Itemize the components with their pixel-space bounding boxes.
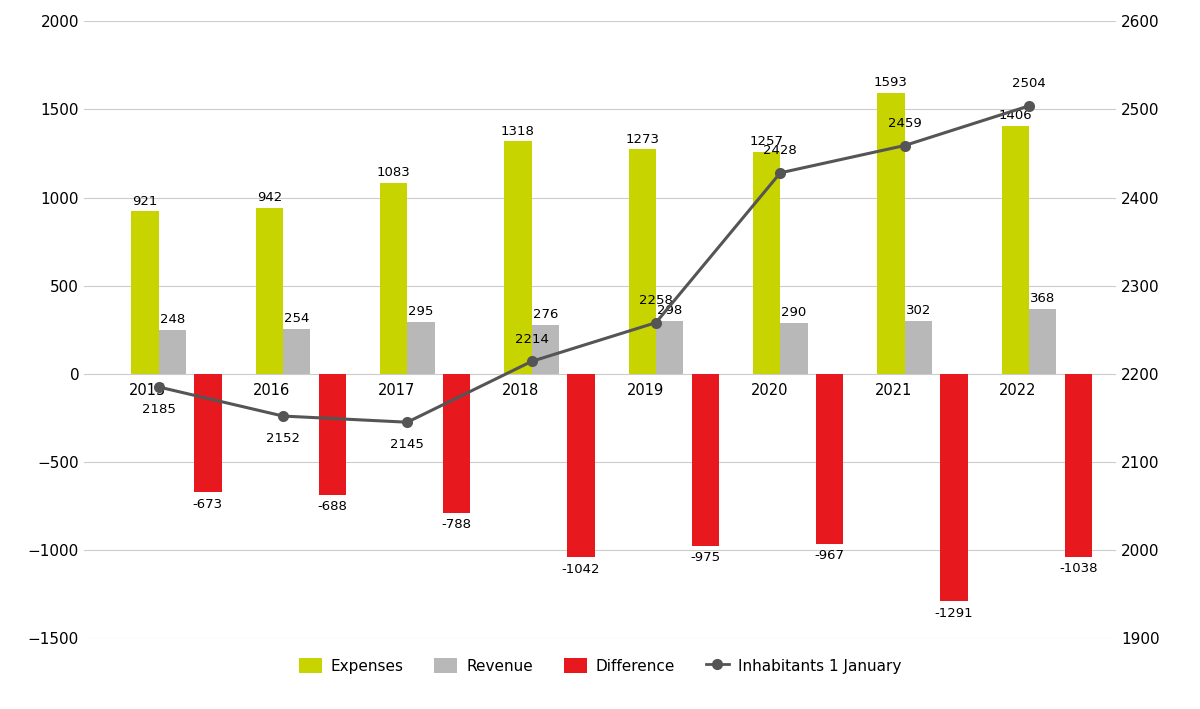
Text: 2152: 2152 [266,432,300,445]
Bar [318,374,346,495]
Bar [780,323,808,374]
Text: 1406: 1406 [998,109,1032,122]
Bar [1028,309,1056,374]
Bar [691,374,719,546]
Text: 276: 276 [533,308,558,321]
Text: 2019: 2019 [626,384,664,398]
Bar [656,321,683,374]
Text: -1038: -1038 [1058,562,1098,575]
Text: 2018: 2018 [502,384,539,398]
Text: 921: 921 [132,194,157,208]
Text: -788: -788 [442,518,472,531]
Bar [568,374,594,557]
Text: 1273: 1273 [625,133,659,145]
Bar [1064,374,1092,557]
Bar [752,152,780,374]
Text: 298: 298 [658,304,683,318]
Text: 2428: 2428 [763,144,797,157]
Text: -1291: -1291 [935,607,973,620]
Text: 2020: 2020 [750,384,788,398]
Bar [905,320,932,374]
Text: 1257: 1257 [750,135,784,148]
Bar [532,325,559,374]
Bar [131,211,158,374]
Bar [629,150,656,374]
Text: 2145: 2145 [390,438,425,451]
Text: 2214: 2214 [515,333,548,345]
Text: 2258: 2258 [640,294,673,307]
Text: 290: 290 [781,306,806,319]
Bar [1002,126,1028,374]
Bar [283,329,311,374]
Text: 1083: 1083 [377,166,410,179]
Bar [407,322,434,374]
Legend: Expenses, Revenue, Difference, Inhabitants 1 January: Expenses, Revenue, Difference, Inhabitan… [293,652,907,680]
Text: 248: 248 [160,313,185,326]
Text: -975: -975 [690,551,720,564]
Text: -967: -967 [815,549,845,562]
Bar [816,374,844,545]
Text: -673: -673 [193,498,223,510]
Text: 302: 302 [906,303,931,317]
Text: 2459: 2459 [888,117,922,130]
Text: 942: 942 [257,191,282,204]
Text: 368: 368 [1030,292,1055,305]
Text: 2015: 2015 [130,384,167,398]
Text: 295: 295 [408,305,433,318]
Text: -688: -688 [317,501,347,513]
Text: 1318: 1318 [500,125,535,138]
Bar [380,183,407,374]
Text: 2185: 2185 [142,403,175,415]
Text: 2022: 2022 [1000,384,1037,398]
Bar [877,93,905,374]
Text: 2017: 2017 [378,384,415,398]
Bar [940,374,967,601]
Text: -1042: -1042 [562,563,600,576]
Bar [194,374,222,492]
Bar [158,330,186,374]
Text: 2016: 2016 [253,384,290,398]
Bar [443,374,470,513]
Bar [256,208,283,374]
Text: 2021: 2021 [875,384,912,398]
Text: 2504: 2504 [1012,77,1046,90]
Bar [504,142,532,374]
Text: 1593: 1593 [874,76,908,89]
Text: 254: 254 [284,312,310,325]
